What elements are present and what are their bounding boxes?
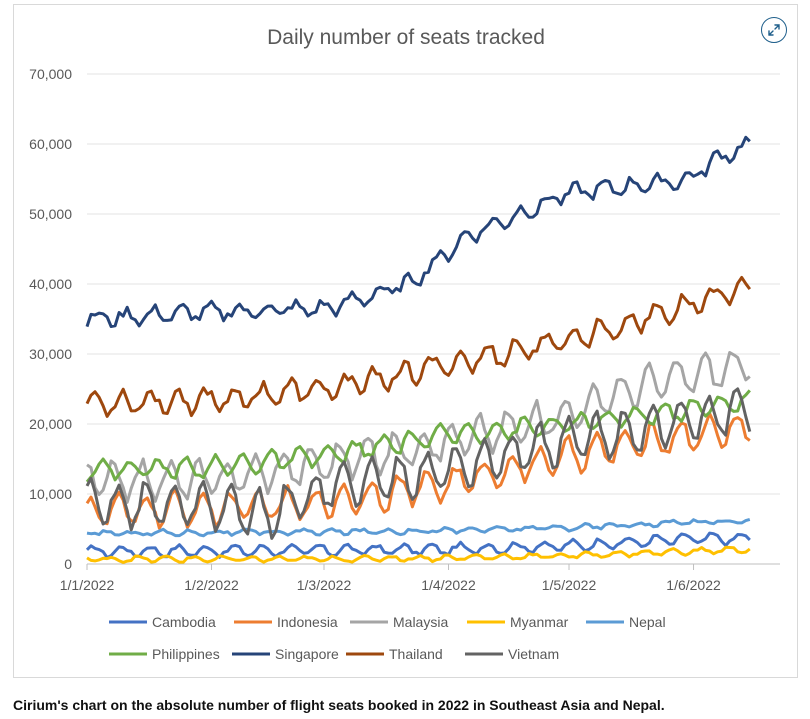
y-tick-label: 20,000 — [29, 416, 72, 432]
y-tick-label: 60,000 — [29, 136, 72, 152]
legend-label: Philippines — [152, 646, 220, 662]
legend-label: Indonesia — [277, 614, 338, 630]
y-tick-label: 0 — [64, 556, 72, 572]
x-tick-label: 1/1/2022 — [60, 577, 115, 593]
chart-title: Daily number of seats tracked — [267, 26, 545, 49]
x-tick-label: 1/2/2022 — [184, 577, 239, 593]
y-tick-label: 70,000 — [29, 66, 72, 82]
series-line-thailand — [85, 276, 752, 418]
legend-label: Thailand — [389, 646, 443, 662]
legend-label: Cambodia — [152, 614, 216, 630]
series-line-philippines — [85, 389, 751, 483]
legend-label: Nepal — [629, 614, 666, 630]
chart-caption: Cirium's chart on the absolute number of… — [13, 697, 665, 713]
x-tick-label: 1/5/2022 — [542, 577, 597, 593]
x-tick-label: 1/6/2022 — [666, 577, 721, 593]
y-tick-label: 40,000 — [29, 276, 72, 292]
y-tick-label: 10,000 — [29, 486, 72, 502]
legend-label: Myanmar — [510, 614, 569, 630]
series-line-singapore — [85, 135, 751, 328]
series-line-nepal — [86, 517, 751, 538]
x-tick-label: 1/4/2022 — [421, 577, 476, 593]
y-tick-label: 30,000 — [29, 346, 72, 362]
series-line-myanmar — [86, 545, 751, 564]
series-line-malaysia — [86, 351, 751, 504]
legend-label: Malaysia — [393, 614, 448, 630]
chart-frame — [13, 4, 798, 678]
y-tick-label: 50,000 — [29, 206, 72, 222]
expand-icon[interactable] — [761, 17, 787, 43]
legend-label: Singapore — [275, 646, 339, 662]
expand-arrows-icon — [768, 24, 780, 36]
x-tick-label: 1/3/2022 — [297, 577, 352, 593]
line-chart: Daily number of seats tracked 0 10,000 20,… — [29, 26, 780, 662]
legend-label: Vietnam — [508, 646, 559, 662]
series-line-vietnam — [85, 387, 752, 540]
series-line-cambodia — [85, 531, 751, 560]
